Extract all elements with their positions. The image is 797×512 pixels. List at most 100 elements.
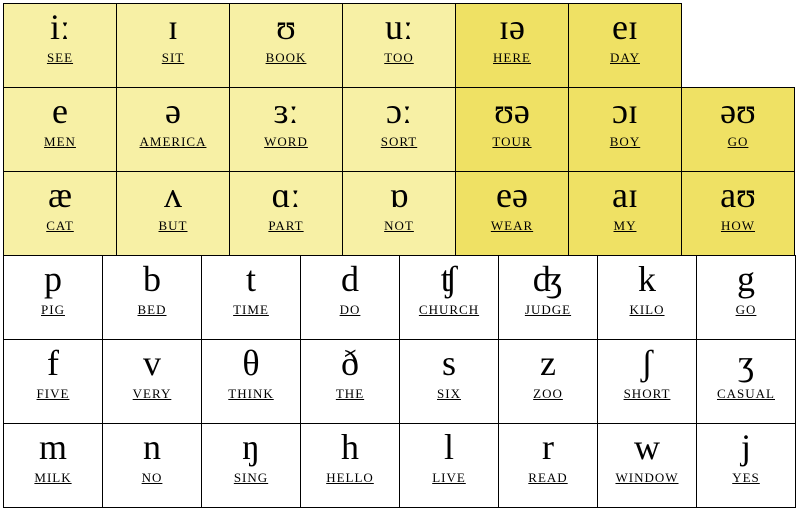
example-word: CASUAL <box>717 386 775 402</box>
phoneme-symbol: ɪə <box>499 8 525 48</box>
phoneme-symbol: iː <box>50 8 70 48</box>
phoneme-symbol: m <box>39 428 67 468</box>
vowel-cell[interactable]: ɜː WORD <box>229 87 343 172</box>
consonant-cell[interactable]: tTIME <box>201 255 301 340</box>
consonant-cell[interactable]: w WINDOW <box>597 423 697 508</box>
example-word: BUT <box>159 218 188 234</box>
vowel-cell[interactable]: eɪ DAY <box>568 3 682 88</box>
example-word: TOUR <box>492 134 531 150</box>
vowel-row: æCAT ʌ BUT ɑːPARTɒNOT eə WEAR aɪMYaʊHOW <box>4 172 797 256</box>
vowel-cell[interactable]: ɔɪ BOY <box>568 87 682 172</box>
example-word: GO <box>736 302 757 318</box>
consonant-cell[interactable]: nNO <box>102 423 202 508</box>
vowel-cell[interactable]: ɔːSORT <box>342 87 456 172</box>
example-word: WORD <box>264 134 308 150</box>
consonant-cell[interactable]: ʧCHURCH <box>399 255 499 340</box>
vowel-cell[interactable]: ɑːPART <box>229 171 343 256</box>
phoneme-symbol: eɪ <box>612 8 638 48</box>
phoneme-symbol: ɒ <box>390 176 409 216</box>
example-word: HERE <box>493 50 531 66</box>
consonant-cell[interactable]: ʤ JUDGE <box>498 255 598 340</box>
vowel-cell[interactable]: əʊ GO <box>681 87 795 172</box>
phoneme-symbol: h <box>341 428 359 468</box>
example-word: KILO <box>629 302 664 318</box>
consonant-row: fFIVE v VERY θ THINK ð THE sSIX z ZOO ʃSHORT ʒ CASUA… <box>4 340 797 424</box>
consonant-cell[interactable]: ð THE <box>300 339 400 424</box>
phoneme-symbol: s <box>442 344 456 384</box>
consonant-cell[interactable]: gGO <box>696 255 796 340</box>
phoneme-symbol: ð <box>341 344 359 384</box>
vowel-cell[interactable]: ɒNOT <box>342 171 456 256</box>
phoneme-symbol: ʒ <box>738 344 754 384</box>
phoneme-symbol: θ <box>242 344 259 384</box>
consonant-cell[interactable]: v VERY <box>102 339 202 424</box>
consonant-cell[interactable]: mMILK <box>3 423 103 508</box>
phoneme-symbol: p <box>44 260 62 300</box>
consonant-cell[interactable]: ʃSHORT <box>597 339 697 424</box>
consonant-cell[interactable]: fFIVE <box>3 339 103 424</box>
vowel-cell[interactable]: æCAT <box>3 171 117 256</box>
consonant-cell[interactable]: θ THINK <box>201 339 301 424</box>
vowel-cell[interactable]: ʌ BUT <box>116 171 230 256</box>
example-word: GO <box>728 134 749 150</box>
vowel-cell[interactable]: eMEN <box>3 87 117 172</box>
example-word: WINDOW <box>615 470 678 486</box>
consonant-cell[interactable]: d DO <box>300 255 400 340</box>
example-word: JUDGE <box>525 302 571 318</box>
example-word: SORT <box>381 134 417 150</box>
phoneme-symbol: ʊ <box>276 8 296 48</box>
consonant-cell[interactable]: ʒ CASUAL <box>696 339 796 424</box>
consonant-cell[interactable]: pPIG <box>3 255 103 340</box>
example-word: DO <box>340 302 361 318</box>
vowel-cell[interactable]: aʊHOW <box>681 171 795 256</box>
phoneme-symbol: ʌ <box>164 176 182 216</box>
phoneme-symbol: z <box>540 344 556 384</box>
consonant-cell[interactable]: rREAD <box>498 423 598 508</box>
example-word: THINK <box>228 386 273 402</box>
consonant-cell[interactable]: ŋSING <box>201 423 301 508</box>
consonant-cell[interactable]: sSIX <box>399 339 499 424</box>
example-word: ZOO <box>533 386 563 402</box>
consonant-cell[interactable]: z ZOO <box>498 339 598 424</box>
example-word: BOY <box>610 134 640 150</box>
vowel-cell[interactable]: uːTOO <box>342 3 456 88</box>
example-word: MEN <box>44 134 76 150</box>
vowel-cell[interactable]: iː SEE <box>3 3 117 88</box>
example-word: NO <box>142 470 163 486</box>
example-word: DAY <box>610 50 640 66</box>
vowel-cell[interactable]: ɪə HERE <box>455 3 569 88</box>
vowel-cell[interactable]: aɪMY <box>568 171 682 256</box>
example-word: SEE <box>47 50 73 66</box>
vowel-row: iː SEE ɪSIT ʊ BOOK uːTOO ɪə HERE eɪ DAY <box>4 4 797 88</box>
consonant-cell[interactable]: kKILO <box>597 255 697 340</box>
phoneme-symbol: ʤ <box>533 260 563 300</box>
phoneme-symbol: d <box>341 260 359 300</box>
phoneme-symbol: v <box>143 344 161 384</box>
example-word: THE <box>336 386 364 402</box>
phoneme-symbol: ʊə <box>494 92 530 132</box>
example-word: WEAR <box>491 218 533 234</box>
consonant-cell[interactable]: lLIVE <box>399 423 499 508</box>
consonant-cell[interactable]: bBED <box>102 255 202 340</box>
phoneme-symbol: aʊ <box>720 176 756 216</box>
phoneme-symbol: eə <box>496 176 528 216</box>
phoneme-symbol: ɑː <box>272 176 301 216</box>
vowel-cell[interactable]: ʊ BOOK <box>229 3 343 88</box>
phoneme-symbol: w <box>634 428 660 468</box>
example-word: CAT <box>46 218 74 234</box>
consonant-cell[interactable]: hHELLO <box>300 423 400 508</box>
vowel-cell[interactable]: ʊə TOUR <box>455 87 569 172</box>
phoneme-symbol: b <box>143 260 161 300</box>
vowel-cell[interactable]: ɪSIT <box>116 3 230 88</box>
phoneme-symbol: ɔɪ <box>612 92 638 132</box>
vowel-cell[interactable]: əAMERICA <box>116 87 230 172</box>
phoneme-symbol: əʊ <box>720 92 756 132</box>
phoneme-symbol: ɜː <box>273 92 298 132</box>
example-word: VERY <box>133 386 172 402</box>
example-word: BOOK <box>266 50 307 66</box>
example-word: AMERICA <box>140 134 207 150</box>
consonant-row: mMILKnNOŋSINGhHELLOlLIVErREAD w WINDOW jYES <box>4 424 797 508</box>
consonant-cell[interactable]: jYES <box>696 423 796 508</box>
phoneme-symbol: ʧ <box>441 260 458 300</box>
vowel-cell[interactable]: eə WEAR <box>455 171 569 256</box>
